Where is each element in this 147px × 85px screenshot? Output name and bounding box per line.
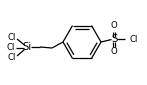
- Text: O: O: [111, 48, 117, 57]
- Text: Cl: Cl: [130, 35, 138, 44]
- Text: S: S: [111, 34, 117, 44]
- Text: Cl: Cl: [7, 43, 15, 52]
- Text: O: O: [111, 22, 117, 31]
- Text: Si: Si: [22, 42, 32, 52]
- Text: Cl: Cl: [8, 33, 16, 42]
- Text: Cl: Cl: [8, 53, 16, 62]
